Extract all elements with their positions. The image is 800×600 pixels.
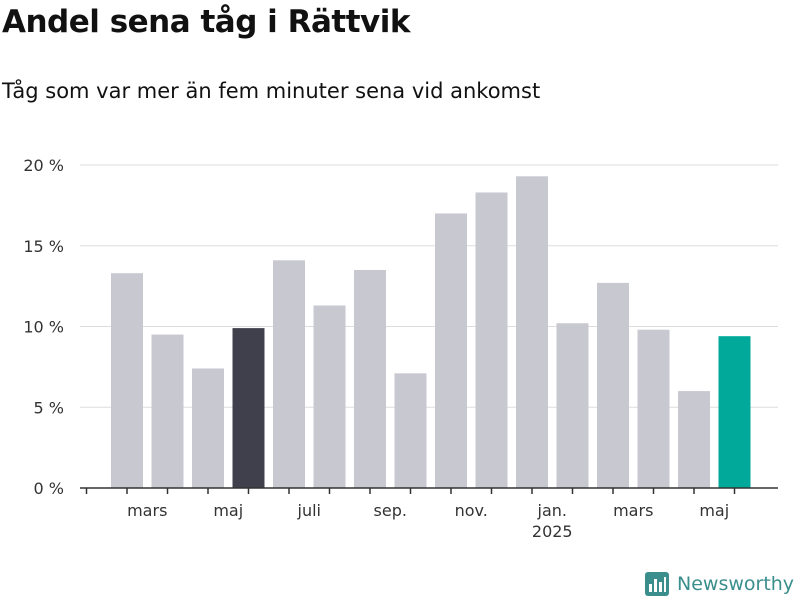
gridlines <box>80 164 778 408</box>
x-tick-label: mars <box>613 501 653 520</box>
bar <box>111 273 143 488</box>
x-tick-sublabel: 2025 <box>532 522 573 541</box>
bar <box>192 368 224 488</box>
brand-logo: Newsworthy <box>645 568 794 600</box>
y-tick-label: 15 % <box>23 237 64 256</box>
brand-name: Newsworthy <box>677 573 795 595</box>
x-tick-label: maj <box>213 501 243 520</box>
y-tick-label: 0 % <box>34 479 64 498</box>
x-tick-label: sep. <box>374 501 407 520</box>
y-tick-label: 5 % <box>34 398 64 417</box>
bar <box>475 192 508 488</box>
bars <box>111 176 751 488</box>
bar <box>597 282 629 488</box>
bar <box>556 323 589 488</box>
bar <box>313 305 346 488</box>
bar <box>394 373 427 488</box>
bar <box>718 336 751 488</box>
chart-subtitle: Tåg som var mer än fem minuter sena vid … <box>2 79 541 103</box>
y-tick-label: 20 % <box>23 156 64 175</box>
tick-labels: 0 % 5 % 10 % 15 % 20 % mars maj juli sep. nov. jan… <box>23 156 729 541</box>
bar <box>273 260 305 488</box>
bar <box>637 329 670 488</box>
bar <box>435 213 467 488</box>
bar-chart-logo-icon <box>645 572 669 596</box>
y-tick-label: 10 % <box>23 318 64 337</box>
bar <box>678 391 710 488</box>
chart-title: Andel sena tåg i Rättvik <box>2 4 410 40</box>
x-tick-label: mars <box>127 501 167 520</box>
x-tick-label: nov. <box>455 501 488 520</box>
x-tick-label: jan. <box>537 501 567 520</box>
x-tick-label: maj <box>699 501 729 520</box>
bar <box>151 334 184 488</box>
bar <box>354 269 386 488</box>
bar <box>516 176 548 488</box>
x-tick-label: juli <box>297 501 321 520</box>
axes <box>80 487 778 494</box>
bar <box>232 328 265 488</box>
